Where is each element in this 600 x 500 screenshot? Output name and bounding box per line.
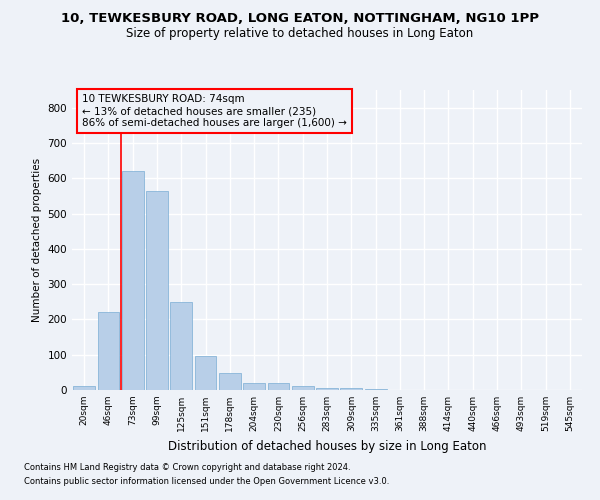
Bar: [122, 171, 143, 390]
Bar: [316, 388, 338, 390]
Bar: [268, 383, 289, 390]
Text: 10, TEWKESBURY ROAD, LONG EATON, NOTTINGHAM, NG10 1PP: 10, TEWKESBURY ROAD, LONG EATON, NOTTING…: [61, 12, 539, 26]
X-axis label: Distribution of detached houses by size in Long Eaton: Distribution of detached houses by size …: [168, 440, 486, 452]
Bar: [219, 373, 241, 390]
Bar: [194, 356, 217, 390]
Bar: [292, 386, 314, 390]
Bar: [170, 302, 192, 390]
Bar: [340, 388, 362, 390]
Bar: [243, 383, 265, 390]
Text: 10 TEWKESBURY ROAD: 74sqm
← 13% of detached houses are smaller (235)
86% of semi: 10 TEWKESBURY ROAD: 74sqm ← 13% of detac…: [82, 94, 347, 128]
Text: Contains public sector information licensed under the Open Government Licence v3: Contains public sector information licen…: [24, 477, 389, 486]
Y-axis label: Number of detached properties: Number of detached properties: [32, 158, 42, 322]
Bar: [97, 312, 119, 390]
Text: Contains HM Land Registry data © Crown copyright and database right 2024.: Contains HM Land Registry data © Crown c…: [24, 464, 350, 472]
Bar: [146, 190, 168, 390]
Text: Size of property relative to detached houses in Long Eaton: Size of property relative to detached ho…: [127, 28, 473, 40]
Bar: [73, 386, 95, 390]
